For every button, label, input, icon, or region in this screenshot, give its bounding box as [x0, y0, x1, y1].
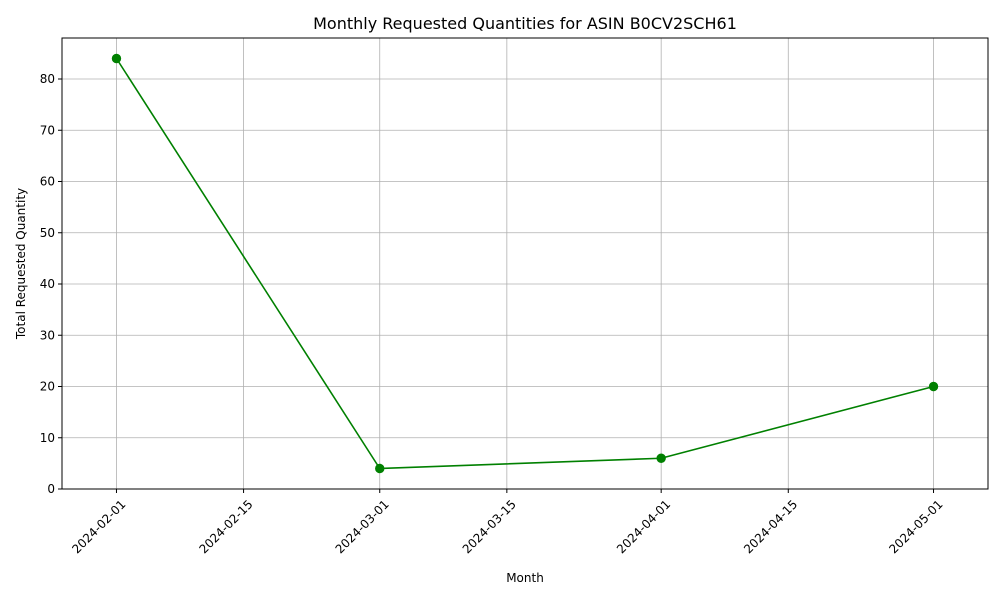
axes	[61, 37, 989, 490]
plot-frame	[61, 37, 989, 490]
y-axis-label: Total Requested Quantity	[14, 188, 28, 340]
y-tick-label: 60	[40, 175, 55, 189]
y-tick-label: 30	[40, 328, 55, 342]
y-tick-label: 40	[40, 277, 55, 291]
x-tick-label: 2024-05-01	[886, 497, 945, 556]
y-tick-label: 10	[40, 431, 55, 445]
y-tick-label: 70	[40, 123, 55, 137]
data-point	[375, 463, 385, 474]
x-tick-label: 2024-04-01	[614, 497, 673, 556]
grid	[62, 38, 988, 490]
y-tick-label: 0	[47, 482, 55, 496]
y-axis-ticks: 0 10 20 30 40 50 60 70 80	[40, 72, 62, 496]
data-point	[111, 53, 122, 64]
chart-title: Monthly Requested Quantities for ASIN B0…	[313, 14, 737, 33]
x-axis-label: Month	[506, 571, 544, 585]
x-tick-label: 2024-02-15	[196, 497, 255, 556]
x-tick-label: 2024-03-15	[460, 497, 519, 556]
y-tick-label: 80	[40, 72, 55, 86]
x-tick-label: 2024-03-01	[333, 497, 392, 556]
x-tick-label: 2024-02-01	[69, 497, 128, 556]
data-point	[656, 453, 666, 463]
y-tick-label: 20	[40, 380, 55, 394]
x-tick-label: 2024-04-15	[741, 497, 800, 556]
series-layer	[111, 53, 939, 474]
y-tick-label: 50	[40, 226, 55, 240]
data-point	[928, 381, 939, 392]
series-line	[115, 58, 934, 470]
x-axis-ticks: 2024-02-01 2024-02-15 2024-03-01 2024-03-15…	[69, 489, 946, 556]
